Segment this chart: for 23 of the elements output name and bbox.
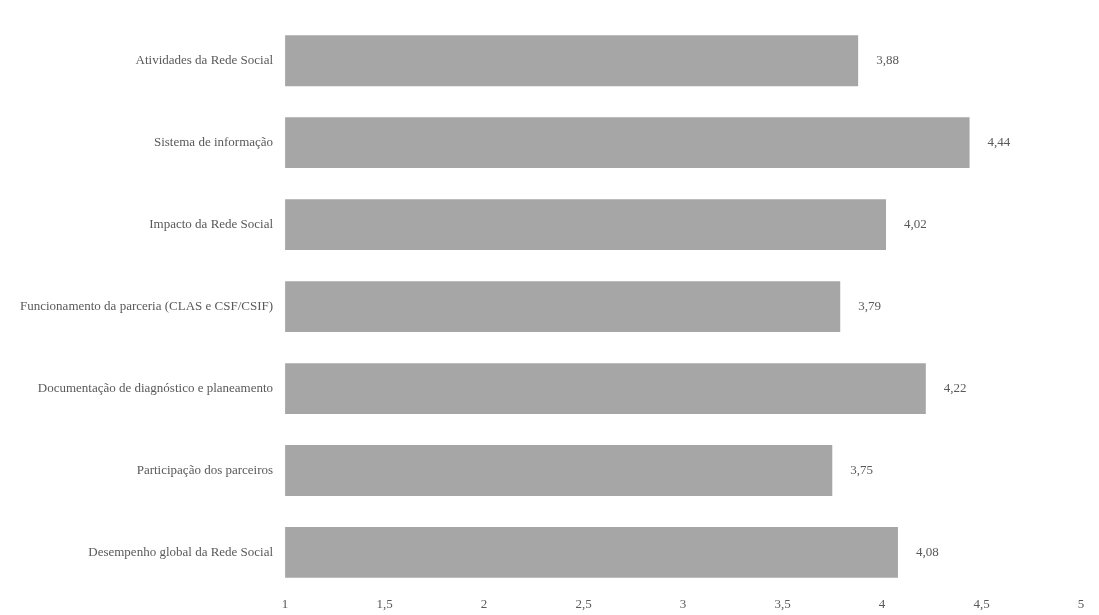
y-tick-label: Funcionamento da parceria (CLAS e CSF/CSIF)	[20, 298, 274, 314]
data-label: 3,75	[850, 461, 874, 477]
x-tick-label: 3,5	[774, 595, 791, 611]
y-tick-label: Documentação de diagnóstico e planeamento	[37, 379, 274, 395]
y-tick-label: Atividades da Rede Social	[135, 52, 274, 68]
x-tick-label: 5	[1077, 595, 1085, 611]
x-tick-label: 2,5	[575, 595, 592, 611]
x-tick-label: 1	[281, 595, 289, 611]
y-tick-label: Participação dos parceiros	[136, 461, 274, 477]
x-tick-label: 2	[480, 595, 488, 611]
data-label: 3,79	[858, 298, 881, 314]
y-tick-label: Desempenho global da Rede Social	[88, 543, 274, 559]
data-label: 4,02	[904, 216, 927, 232]
data-label: 4,08	[915, 543, 939, 559]
x-tick-label: 4,5	[973, 595, 990, 611]
data-label: 4,44	[987, 134, 1011, 150]
x-tick-label: 4	[878, 595, 886, 611]
data-label: 3,88	[876, 52, 899, 68]
y-tick-label: Impacto da Rede Social	[149, 216, 274, 232]
y-tick-label: Sistema de informação	[153, 134, 274, 150]
x-tick-label: 1,5	[376, 595, 393, 611]
x-tick-label: 3	[679, 595, 687, 611]
data-label: 4,22	[943, 379, 967, 395]
